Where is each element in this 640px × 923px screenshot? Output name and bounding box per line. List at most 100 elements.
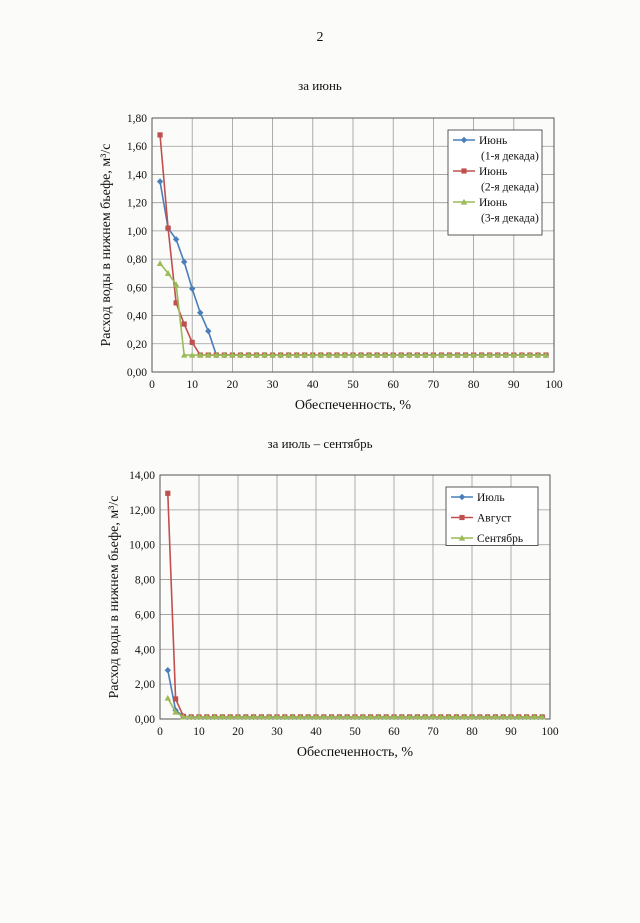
x-tick-label: 0	[149, 379, 155, 391]
data-point	[462, 351, 469, 358]
legend-marker	[461, 168, 467, 174]
data-point	[261, 351, 268, 358]
data-point	[390, 713, 398, 720]
y-tick-label: 4,00	[135, 644, 155, 656]
y-tick-label: 6,00	[135, 609, 155, 621]
x-tick-label: 60	[387, 379, 399, 391]
y-tick-label: 8,00	[135, 575, 155, 587]
x-tick-label: 20	[232, 726, 244, 738]
data-point	[414, 351, 421, 358]
y-tick-label: 1,60	[127, 141, 147, 153]
data-point	[351, 713, 359, 720]
data-point	[341, 351, 349, 358]
data-point	[429, 713, 437, 720]
data-point	[164, 694, 171, 701]
data-point	[250, 713, 257, 720]
data-point	[157, 132, 163, 138]
data-point	[344, 713, 351, 720]
data-point	[180, 351, 188, 358]
x-tick-label: 60	[388, 726, 400, 738]
data-point	[390, 351, 397, 358]
legend-label: Июнь	[479, 135, 507, 147]
data-point	[188, 713, 195, 720]
legend-marker	[458, 493, 466, 501]
data-point	[221, 351, 228, 358]
data-point	[422, 351, 429, 358]
y-tick-label: 1,80	[127, 113, 147, 125]
data-point	[534, 351, 542, 358]
y-tick-label: 0,20	[127, 339, 147, 351]
legend: Июль Август Сентябрь	[445, 486, 539, 546]
data-point	[494, 351, 501, 358]
data-point	[164, 270, 172, 276]
x-tick-label: 80	[466, 726, 478, 738]
data-point	[317, 351, 325, 358]
x-tick-label: 30	[271, 726, 283, 738]
legend-marker	[460, 198, 468, 205]
data-point	[197, 351, 204, 358]
data-point	[531, 713, 538, 720]
data-point	[234, 713, 242, 720]
data-point	[195, 713, 203, 720]
data-point	[266, 713, 273, 720]
legend-label: Август	[477, 513, 511, 525]
y-tick-label: 12,00	[129, 505, 155, 517]
data-point	[333, 351, 341, 358]
data-point	[406, 351, 413, 358]
data-point	[301, 351, 308, 358]
x-tick-label: 0	[157, 726, 163, 738]
data-point	[398, 713, 405, 720]
y-tick-label: 10,00	[129, 540, 155, 552]
plot-area-border	[151, 117, 555, 373]
data-point	[172, 236, 180, 243]
data-point	[446, 351, 453, 358]
legend-label: Июнь	[479, 197, 507, 209]
data-point	[227, 713, 234, 720]
data-point	[461, 713, 468, 720]
data-point	[500, 713, 507, 720]
data-point	[328, 713, 335, 720]
data-point	[365, 351, 373, 358]
y-axis-label: Расход воды в нижнем бьефе, м³/с	[99, 143, 114, 346]
x-tick-label: 40	[307, 379, 319, 391]
x-tick-label: 20	[227, 379, 239, 391]
chart-title-jul-sep: за июль – сентябрь	[267, 436, 373, 451]
x-tick-label: 10	[193, 726, 205, 738]
data-point	[229, 351, 236, 358]
x-tick-label: 100	[541, 726, 559, 738]
data-point	[414, 713, 421, 720]
data-point	[258, 713, 265, 720]
x-tick-label: 100	[545, 379, 563, 391]
y-tick-label: 14,00	[129, 470, 155, 482]
y-axis-label: Расход воды в нижнем бьефе, м³/с	[107, 495, 122, 698]
data-point	[526, 351, 534, 358]
data-point	[293, 351, 300, 358]
data-point	[383, 713, 390, 720]
data-point	[492, 713, 499, 720]
x-axis-label: Обеспеченность, %	[297, 745, 413, 760]
data-point	[305, 713, 312, 720]
data-point	[203, 713, 210, 720]
y-tick-label: 1,00	[127, 226, 147, 238]
data-point	[359, 713, 366, 720]
data-point	[172, 708, 179, 715]
series-2	[156, 260, 550, 358]
y-tick-label: 0,00	[127, 367, 147, 379]
data-point	[478, 351, 485, 358]
y-tick-label: 1,20	[127, 198, 147, 210]
data-point	[173, 696, 179, 702]
series-2	[164, 694, 546, 720]
legend-marker	[459, 514, 465, 521]
data-point	[445, 713, 452, 720]
data-point	[515, 713, 522, 720]
data-point	[297, 713, 304, 720]
data-point	[172, 281, 180, 288]
data-point	[219, 713, 226, 720]
legend: Июнь (1-я декада) Июнь (2-я декада) Июнь (3-я…	[447, 129, 543, 236]
data-point	[510, 351, 517, 358]
data-point	[165, 490, 171, 496]
data-point	[470, 351, 477, 358]
x-tick-label: 70	[427, 726, 439, 738]
chart-jul-sep: 0,00 2,00 4,00 6,00 8,00 10,00 12,00 14,00 0 10 20…	[107, 470, 559, 760]
data-point	[523, 713, 530, 720]
